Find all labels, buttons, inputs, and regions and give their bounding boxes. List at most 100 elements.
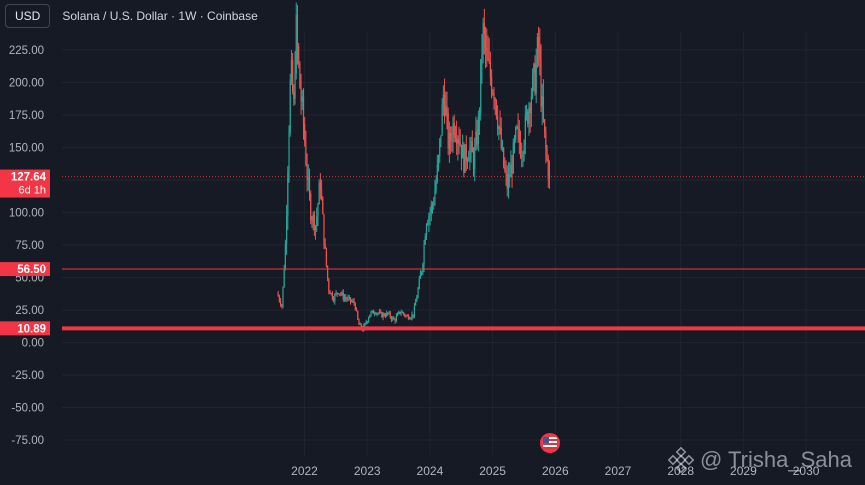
candle-body	[511, 164, 513, 174]
candle-body	[418, 278, 420, 289]
candle-body	[422, 264, 424, 272]
candle-body	[456, 138, 458, 144]
candle-body	[284, 243, 287, 270]
candle-body	[500, 127, 502, 148]
candle-body	[346, 298, 348, 300]
candle-body	[308, 176, 311, 195]
candle-body	[371, 310, 373, 313]
candle-body	[298, 46, 300, 64]
candle-body	[405, 315, 407, 317]
candle-body	[459, 143, 461, 145]
candle-body	[351, 301, 353, 303]
x-tick-label: 2027	[605, 464, 632, 478]
candle-body	[434, 190, 436, 205]
price-label-text: 127.64	[11, 172, 47, 184]
candle-body	[464, 144, 466, 173]
candle-body	[486, 48, 488, 50]
candle-body	[314, 225, 317, 230]
candle-body	[293, 91, 295, 99]
candle-body	[349, 297, 352, 302]
y-tick-label: -75.00	[11, 435, 44, 447]
candle-body	[337, 293, 340, 295]
candle-body	[490, 77, 493, 93]
candle-body	[437, 156, 440, 165]
candle-body	[310, 194, 312, 221]
candle-body	[313, 214, 315, 230]
candle-body	[359, 323, 361, 325]
candle-body	[541, 96, 543, 107]
candle-body	[325, 247, 327, 266]
candle-body	[384, 315, 387, 317]
candle-body	[497, 116, 499, 130]
candle-body	[548, 171, 551, 179]
candle-body	[518, 128, 520, 143]
price-label-badge	[0, 321, 50, 336]
candle-body	[417, 288, 419, 298]
candle-body	[407, 315, 409, 319]
candle-body	[440, 135, 442, 139]
candle-body	[471, 141, 473, 153]
candle-body	[377, 313, 379, 315]
candle-body	[370, 312, 372, 315]
candle-body	[352, 300, 354, 302]
candle-body	[364, 322, 366, 326]
candle-body	[334, 294, 336, 301]
grid-lines	[62, 32, 865, 455]
candle-body	[399, 311, 401, 314]
watermark-text: @ Trisha_Saha	[700, 447, 852, 472]
candle-body	[531, 73, 534, 97]
candle-body	[480, 59, 482, 114]
candle-body	[489, 61, 491, 78]
candle-body	[394, 319, 396, 321]
price-label-text: 56.50	[17, 264, 46, 276]
candle-body	[329, 290, 331, 294]
candle-body	[442, 94, 444, 105]
candle-body	[521, 156, 523, 158]
candle-body	[460, 144, 463, 159]
candle-body	[317, 204, 319, 217]
candle-body	[343, 297, 346, 300]
candle-body	[482, 22, 484, 55]
candle-body	[369, 314, 371, 318]
x-tick-label: 2022	[291, 464, 318, 478]
candle-body	[451, 140, 453, 142]
candle-body	[544, 119, 546, 133]
candle-body	[535, 63, 537, 94]
candle-body	[448, 132, 450, 149]
x-tick-label: 2030	[793, 464, 820, 478]
candle-body	[382, 313, 384, 318]
candle-body	[472, 152, 475, 170]
candle-body	[300, 87, 302, 102]
candle-body	[367, 317, 370, 322]
candle-body	[331, 292, 334, 299]
candle-body	[465, 144, 467, 162]
x-tick-label: 2026	[542, 464, 569, 478]
candle-body	[536, 37, 539, 64]
candle-body	[413, 305, 416, 316]
candle-body	[506, 173, 508, 189]
candle-body	[279, 300, 282, 305]
candle-body	[365, 322, 367, 324]
candle-body	[458, 139, 460, 144]
candle-body	[446, 106, 448, 113]
us-flag-icon[interactable]	[540, 433, 560, 453]
candle-body	[401, 312, 403, 314]
candle-body	[277, 293, 279, 297]
candle-body	[305, 142, 307, 165]
candle-body	[357, 311, 359, 320]
candle-body	[323, 214, 325, 245]
candle-body	[530, 96, 532, 114]
y-tick-label: 75.00	[15, 240, 44, 252]
binance-logo-icon	[668, 447, 694, 473]
candle-body	[431, 204, 434, 206]
candle-body	[322, 197, 324, 215]
candle-body	[392, 317, 394, 320]
candle-body	[289, 79, 291, 134]
candle-body	[339, 293, 341, 295]
price-axis[interactable]: 225.00200.00175.00150.00125.00100.0075.0…	[0, 45, 50, 447]
candle-body	[294, 73, 296, 99]
currency-button[interactable]: USD	[5, 4, 51, 28]
candle-body	[505, 170, 507, 174]
candle-body	[410, 317, 412, 319]
